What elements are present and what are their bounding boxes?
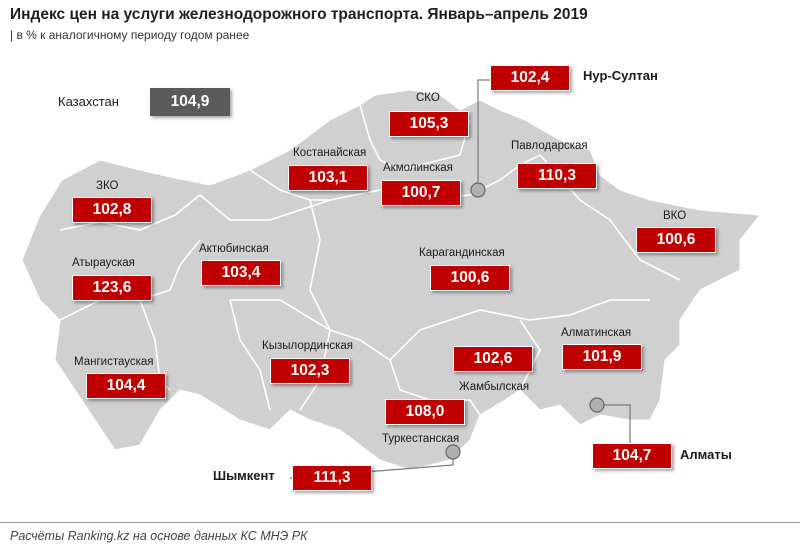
region-value-almaty-region: 101,9 — [562, 344, 642, 370]
region-label-vko: ВКО — [663, 210, 687, 222]
shymkent-marker — [445, 444, 461, 460]
city-value-nur-sultan: 102,4 — [490, 65, 570, 91]
city-label-nur-sultan: Нур-Султан — [583, 68, 658, 83]
region-value-mangystau: 104,4 — [86, 373, 166, 399]
region-value-vko: 100,6 — [636, 227, 716, 253]
city-value-shymkent: 111,3 — [292, 465, 372, 491]
region-label-akmola: Акмолинская — [383, 162, 453, 174]
source-divider — [0, 522, 800, 523]
region-value-atyrau: 123,6 — [72, 275, 152, 301]
region-value-zko: 102,8 — [72, 197, 152, 223]
region-value-kostanay: 103,1 — [288, 165, 368, 191]
city-value-almaty: 104,7 — [592, 443, 672, 469]
city-label-shymkent: Шымкент — [213, 468, 275, 483]
region-label-zko: ЗКО — [96, 180, 119, 192]
region-borders — [59, 104, 681, 416]
region-value-pavlodar: 110,3 — [517, 163, 597, 189]
region-value-zhambyl: 102,6 — [453, 346, 533, 372]
region-value-aktobe: 103,4 — [201, 260, 281, 286]
source-note: Расчёты Ranking.kz на основе данных КС М… — [10, 529, 308, 543]
region-label-kyzylorda: Кызылординская — [262, 340, 354, 352]
nur-sultan-marker — [470, 182, 486, 198]
region-label-atyrau: Атырауская — [72, 257, 135, 269]
region-label-zhambyl: Жамбылская — [459, 381, 530, 393]
region-label-turkestan: Туркестанская — [382, 433, 460, 445]
chart-title: Индекс цен на услуги железнодорожного тр… — [10, 6, 588, 23]
region-label-sko: СКО — [416, 92, 440, 104]
city-label-almaty: Алматы — [680, 447, 732, 462]
kazakhstan-value: 104,9 — [150, 88, 230, 116]
region-value-kyzylorda: 102,3 — [270, 358, 350, 384]
region-value-turkestan: 108,0 — [385, 399, 465, 425]
region-value-karaganda: 100,6 — [430, 265, 510, 291]
region-label-karaganda: Карагандинская — [419, 247, 505, 259]
region-label-aktobe: Актюбинская — [199, 243, 269, 255]
region-label-pavlodar: Павлодарская — [511, 140, 588, 152]
region-label-almaty-region: Алматинская — [561, 327, 632, 339]
kazakhstan-label: Казахстан — [58, 94, 119, 109]
region-value-akmola: 100,7 — [381, 180, 461, 206]
chart-subtitle: | в % к аналогичному периоду годом ранее — [10, 28, 250, 42]
region-label-kostanay: Костанайская — [293, 147, 367, 159]
almaty-marker — [589, 397, 605, 413]
region-value-sko: 105,3 — [389, 111, 469, 137]
region-label-mangystau: Мангистауская — [74, 356, 154, 368]
